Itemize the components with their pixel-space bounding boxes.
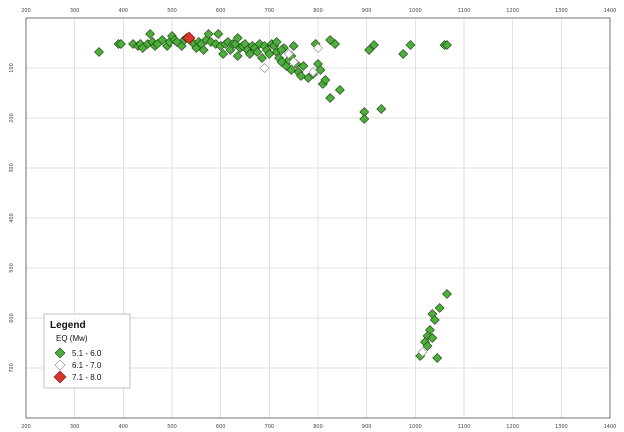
data-point [313,43,323,53]
legend-subtitle: EQ (Mw) [56,334,88,343]
data-point [288,41,299,51]
data-point [203,29,214,39]
x-tick-label: 200 [21,8,31,14]
x-tick-label: 300 [70,8,80,14]
x-tick-label-bottom: 300 [70,424,80,430]
series-2 [259,43,428,357]
data-point [213,29,224,39]
series-3 [182,31,196,45]
x-tick-label-bottom: 1300 [555,424,568,430]
legend-entry-2: 6.1 - 7.0 [72,361,102,370]
data-point [276,45,287,55]
data-point [398,49,409,59]
series-1 [94,29,452,363]
data-point [296,71,306,81]
x-tick-label: 1300 [555,8,568,14]
x-tick-label: 700 [265,8,275,14]
x-tick-label-bottom: 200 [21,424,31,430]
x-tick-label: 1200 [506,8,519,14]
y-tick-label: 200 [9,113,15,123]
data-point [218,49,229,59]
x-tick-label: 600 [216,8,226,14]
data-point [271,37,282,47]
data-point [432,353,443,363]
data-point [369,40,379,50]
y-tick-label: 300 [9,163,15,173]
legend: Legend EQ (Mw) 5.1 - 6.0 6.1 - 7.0 7.1 -… [43,313,131,389]
x-tick-label: 1000 [409,8,422,14]
data-point [330,39,340,49]
x-tick-label: 500 [167,8,177,14]
data-point [232,51,243,61]
data-point [442,40,452,50]
data-point [422,341,433,351]
data-point [259,63,270,73]
data-point [232,33,243,43]
data-point [298,61,309,71]
data-point [325,93,336,103]
x-tick-label: 400 [119,8,129,14]
x-tick-label-bottom: 800 [313,424,323,430]
x-tick-label-bottom: 900 [362,424,372,430]
data-point [442,289,452,299]
y-tick-label: 700 [9,363,15,373]
grid [25,18,611,418]
x-tick-label-bottom: 1400 [604,424,617,430]
data-point [427,333,438,343]
data-point [182,31,196,45]
y-tick-label: 500 [9,263,15,273]
data-point [434,303,445,313]
data-point [417,347,428,357]
data-point [145,29,156,39]
x-tick-label-bottom: 1200 [506,424,519,430]
legend-title: Legend [50,320,86,331]
x-tick-label-bottom: 1000 [409,424,422,430]
data-point [198,45,209,55]
data-point [320,75,331,85]
data-points [94,29,452,363]
x-tick-label: 800 [313,8,323,14]
x-tick-label-bottom: 1100 [458,424,471,430]
x-tick-label-bottom: 400 [119,424,129,430]
data-point [315,65,326,75]
data-point [252,47,263,57]
data-point [376,104,387,114]
x-tick-label-bottom: 700 [265,424,275,430]
legend-marker-white-diamond [54,359,66,371]
data-point [359,114,370,124]
data-point [286,65,297,75]
data-point [405,40,416,50]
legend-marker-green-diamond [54,347,66,359]
x-axis-ticks: 200 200 300 300 400 400 500 500 600 600 700 700 800 8… [21,8,616,430]
legend-entry-1: 5.1 - 6.0 [72,349,102,358]
data-point [334,85,345,95]
data-point [308,67,319,77]
x-tick-label-bottom: 500 [167,424,177,430]
y-tick-label: 400 [9,213,15,223]
data-point [364,45,375,55]
x-tick-label-bottom: 600 [216,424,226,430]
data-point [288,57,299,67]
data-point [94,47,104,57]
legend-entry-3: 7.1 - 8.0 [72,373,102,382]
plot-frame [25,17,611,419]
data-point [429,315,440,325]
legend-marker-red-diamond [53,370,67,384]
x-tick-label: 900 [362,8,372,14]
data-point [283,49,294,59]
x-tick-label: 1100 [458,8,471,14]
data-point [115,39,126,49]
data-point [257,53,267,63]
y-axis-ticks: 100 200 300 400 500 600 700 [9,63,15,373]
data-point [157,35,168,45]
y-tick-label: 600 [9,313,15,323]
x-tick-label: 1400 [604,8,617,14]
y-tick-label: 100 [9,63,15,73]
